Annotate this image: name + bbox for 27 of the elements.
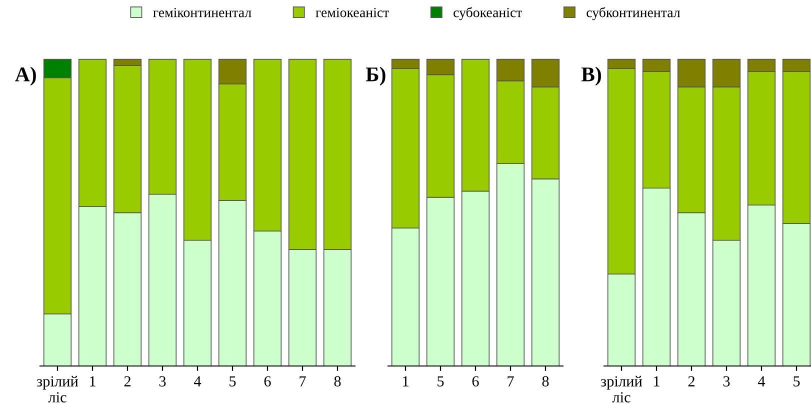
x-tick-label: 4 [194,376,202,386]
x-tick-label: 7 [300,376,306,386]
x-tick-label: 3 [723,376,730,386]
legend-label: субокеаніст [454,7,522,20]
x-tick-label: 8 [542,376,549,386]
x-tick-label: 5 [230,376,236,386]
chart-title: В) [581,66,601,86]
x-tick-label: 2 [688,376,694,386]
x-tick-label: 6 [264,376,271,386]
x-tick-label: 6 [472,376,479,386]
x-tick-label: 1 [403,376,408,386]
x-tick-label: 5 [438,376,444,386]
x-tick-label: 3 [159,376,166,386]
x-tick-label: 1 [90,376,96,386]
x-tick-label: 1 [654,376,660,386]
chart-title: А) [15,66,36,86]
x-tick-label: зрілий ліс [600,376,642,402]
x-tick-label: 8 [334,376,341,386]
legend-label: геміокеаніст [316,8,389,18]
legend-label: геміконтинентал [153,8,252,18]
x-tick-label: 7 [508,376,514,386]
legend-label: субконтинентал [586,7,680,20]
x-tick-label: зрілий ліс [36,376,78,402]
x-tick-label: 2 [124,376,130,386]
x-tick-label: 5 [794,376,800,386]
chart-title: Б) [366,66,386,86]
x-tick-label: 4 [758,376,766,386]
